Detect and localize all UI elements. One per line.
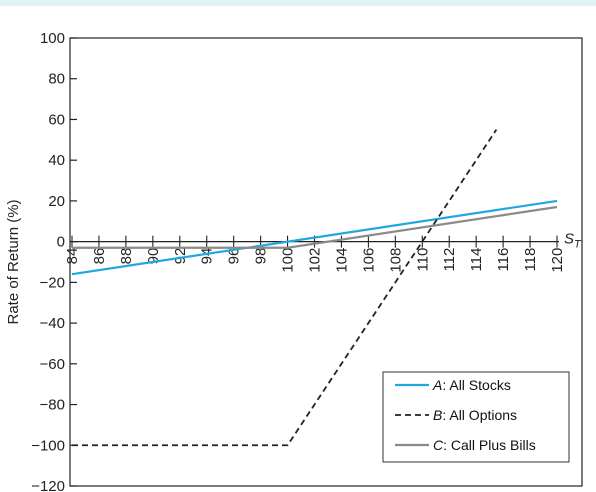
series-line-C (72, 205, 558, 249)
x-tick-label: 108 (387, 248, 404, 273)
x-tick-label: 96 (226, 248, 243, 265)
y-tick-label: 80 (48, 71, 65, 88)
x-tick-label: 102 (307, 248, 324, 273)
x-tick-label: 110 (414, 248, 431, 272)
x-axis-title: ST (564, 231, 582, 251)
y-tick-label: 100 (40, 30, 65, 47)
x-tick-label: 92 (172, 248, 189, 265)
x-tick-label: 98 (253, 248, 270, 265)
x-tick-label: 114 (468, 248, 485, 272)
x-tick-label: 94 (199, 248, 216, 265)
plot-border (69, 37, 583, 487)
y-tick-label: −100 (31, 437, 65, 454)
y-tick-label: 0 (57, 234, 65, 251)
y-axis-title: Rate of Return (%) (5, 199, 22, 324)
x-tick-label: 88 (118, 248, 135, 265)
x-tick-label: 112 (441, 248, 458, 272)
y-tick-label: −40 (40, 315, 65, 332)
series-line-B (72, 129, 498, 447)
legend-label-A: A: All Stocks (432, 377, 511, 393)
y-tick-label: −20 (40, 274, 65, 291)
x-tick-label: 120 (549, 248, 566, 273)
legend-label-C: C: Call Plus Bills (433, 437, 536, 453)
x-tick-label: 104 (333, 248, 350, 273)
y-tick-label: −60 (40, 356, 65, 373)
x-tick-label: 90 (145, 248, 162, 265)
x-tick-label: 84 (64, 248, 81, 265)
y-tick-label: 40 (48, 152, 65, 169)
top-accent-bar (0, 0, 596, 6)
legend-label-B: B: All Options (433, 407, 517, 423)
series-line-A (71, 199, 558, 276)
x-tick-label: 86 (91, 248, 108, 265)
y-tick-label: 20 (48, 193, 65, 210)
x-tick-label: 118 (522, 248, 539, 272)
y-tick-label: 60 (48, 111, 65, 128)
x-tick-label: 106 (360, 248, 377, 273)
y-tick-label: −80 (40, 397, 65, 414)
x-tick-label: 116 (495, 248, 512, 272)
legend-box (382, 371, 570, 463)
x-tick-label: 100 (280, 248, 297, 273)
y-tick-label: −120 (31, 478, 65, 492)
